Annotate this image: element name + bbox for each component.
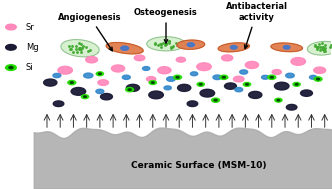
Circle shape — [233, 76, 244, 82]
Circle shape — [309, 75, 317, 79]
Polygon shape — [106, 43, 143, 54]
Circle shape — [283, 46, 290, 49]
Text: Si: Si — [26, 63, 34, 72]
Circle shape — [176, 57, 186, 62]
Text: Mg: Mg — [26, 43, 39, 52]
Circle shape — [262, 75, 269, 79]
Circle shape — [84, 73, 93, 78]
Circle shape — [246, 84, 248, 85]
Circle shape — [277, 99, 280, 101]
Circle shape — [174, 75, 182, 79]
Circle shape — [314, 67, 326, 73]
Circle shape — [128, 89, 131, 90]
Polygon shape — [147, 37, 185, 51]
Circle shape — [286, 73, 294, 78]
Circle shape — [84, 96, 86, 97]
Circle shape — [300, 90, 312, 96]
Circle shape — [126, 84, 139, 91]
Circle shape — [224, 83, 236, 89]
Circle shape — [6, 65, 16, 70]
Circle shape — [158, 67, 171, 74]
Polygon shape — [307, 41, 332, 55]
Circle shape — [275, 98, 282, 102]
Circle shape — [197, 63, 211, 71]
Circle shape — [295, 84, 298, 85]
Circle shape — [112, 65, 125, 72]
Circle shape — [286, 105, 297, 110]
Circle shape — [142, 67, 150, 70]
Circle shape — [211, 98, 219, 102]
Circle shape — [99, 73, 101, 74]
Circle shape — [149, 81, 156, 84]
Circle shape — [167, 77, 175, 81]
Circle shape — [268, 75, 276, 79]
Circle shape — [187, 101, 198, 107]
Circle shape — [178, 84, 191, 91]
Circle shape — [151, 82, 154, 83]
Circle shape — [220, 75, 228, 79]
Polygon shape — [177, 40, 205, 49]
Circle shape — [275, 82, 289, 90]
Circle shape — [314, 77, 322, 81]
Circle shape — [235, 88, 243, 92]
Circle shape — [96, 72, 104, 76]
Circle shape — [44, 79, 57, 86]
Circle shape — [197, 82, 205, 86]
Circle shape — [187, 43, 195, 47]
Circle shape — [249, 91, 262, 98]
Circle shape — [123, 75, 130, 79]
Circle shape — [70, 82, 73, 83]
Polygon shape — [61, 40, 99, 57]
Circle shape — [214, 99, 217, 101]
Circle shape — [134, 55, 145, 61]
Polygon shape — [271, 43, 302, 52]
Circle shape — [243, 82, 251, 86]
Circle shape — [126, 88, 133, 92]
Circle shape — [222, 77, 225, 78]
Circle shape — [191, 72, 198, 76]
Circle shape — [149, 91, 163, 99]
Circle shape — [96, 89, 104, 94]
Circle shape — [71, 88, 86, 95]
Circle shape — [176, 77, 179, 78]
Circle shape — [58, 66, 72, 74]
Circle shape — [164, 86, 171, 90]
Circle shape — [6, 45, 16, 50]
Circle shape — [200, 89, 214, 97]
Polygon shape — [218, 43, 249, 52]
Circle shape — [272, 70, 282, 74]
Text: Antibacterial
activity: Antibacterial activity — [226, 2, 288, 49]
Circle shape — [213, 75, 221, 80]
Circle shape — [53, 101, 64, 107]
Circle shape — [53, 73, 61, 78]
Circle shape — [270, 77, 273, 78]
Circle shape — [86, 57, 98, 63]
Circle shape — [6, 24, 16, 30]
Circle shape — [293, 82, 300, 86]
Circle shape — [221, 55, 233, 61]
Circle shape — [121, 46, 128, 50]
Circle shape — [81, 95, 89, 99]
Circle shape — [68, 81, 76, 85]
Circle shape — [98, 80, 109, 85]
Text: Ceramic Surface (MSM-10): Ceramic Surface (MSM-10) — [131, 161, 267, 170]
Circle shape — [199, 84, 202, 85]
Text: Sr: Sr — [26, 22, 35, 32]
Circle shape — [317, 78, 320, 80]
Circle shape — [9, 67, 13, 69]
Circle shape — [245, 61, 259, 68]
Text: Angiogenesis: Angiogenesis — [58, 13, 122, 51]
Text: Osteogenesis: Osteogenesis — [134, 8, 198, 43]
Circle shape — [101, 94, 113, 100]
Circle shape — [240, 70, 248, 74]
Circle shape — [230, 46, 237, 49]
Circle shape — [291, 58, 305, 65]
Circle shape — [146, 77, 156, 81]
